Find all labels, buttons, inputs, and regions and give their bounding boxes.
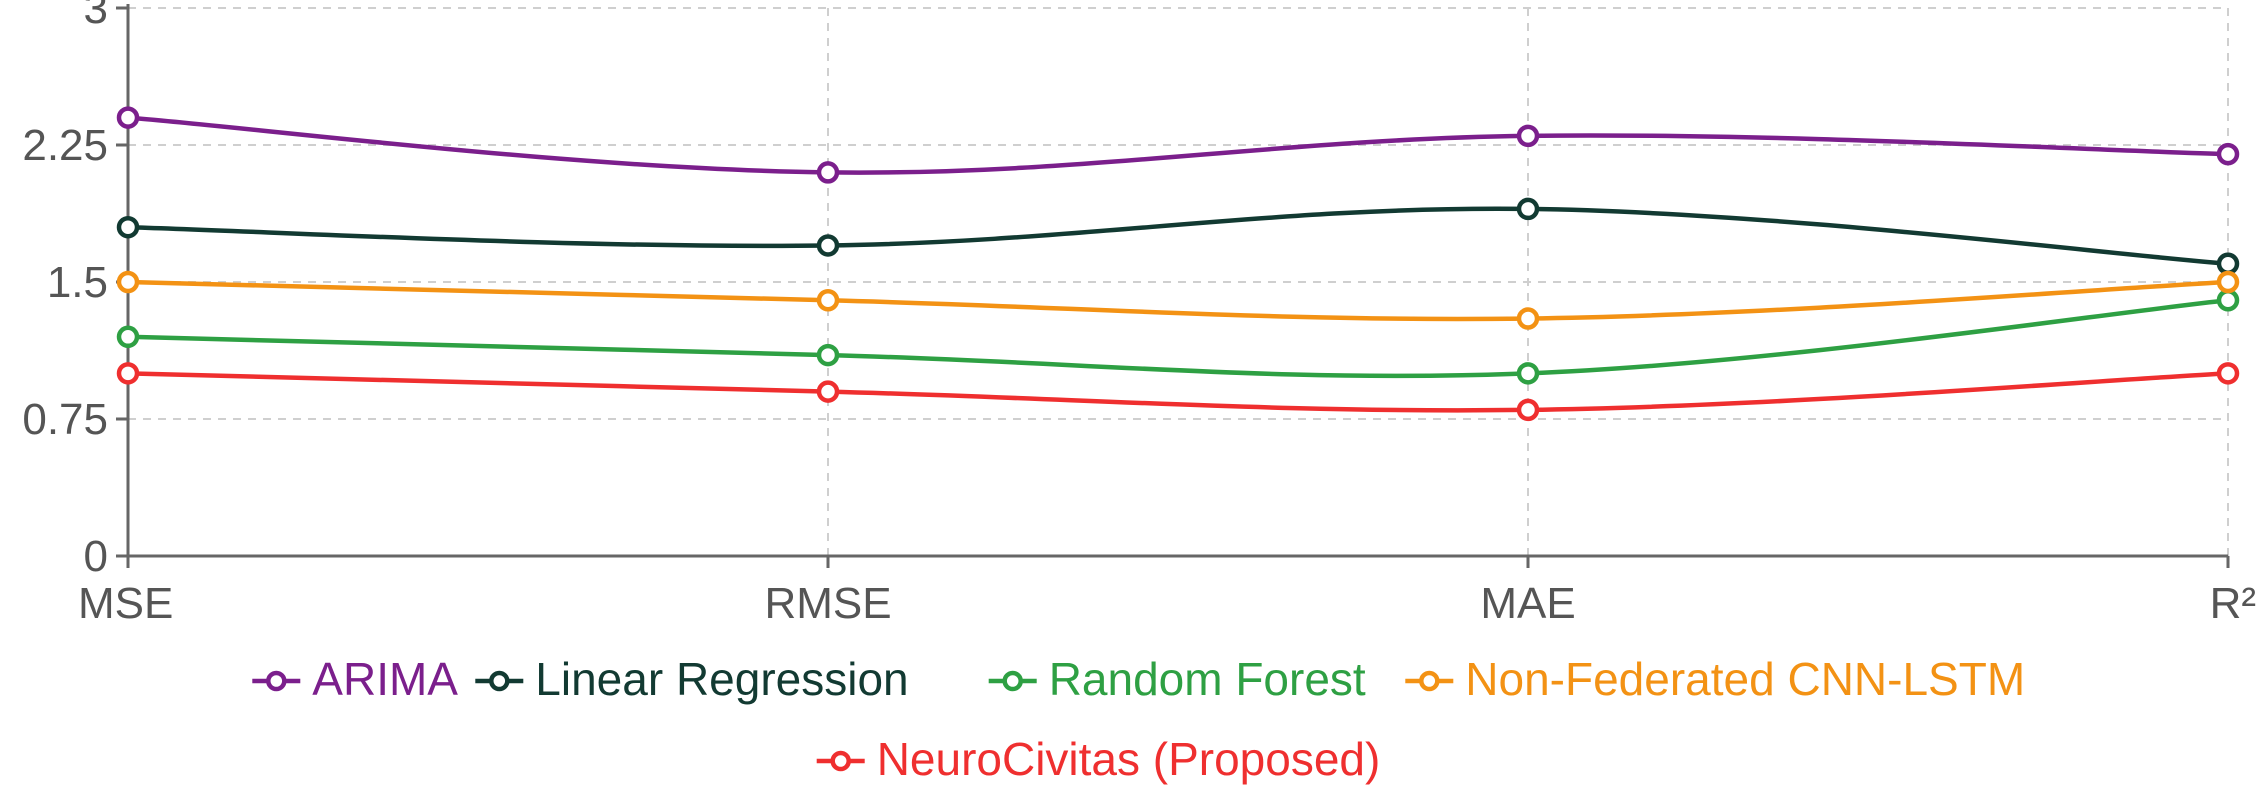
data-point-neurocivitas-proposed [116,362,140,385]
data-point-linear-regression [116,215,140,239]
data-point-linear-regression [816,234,840,257]
series-line-random-forest [127,298,2229,379]
legend-label: ARIMA [312,653,458,705]
data-point-neurocivitas-proposed [1516,398,1540,422]
data-point-non-federated-cnn-lstm [116,270,140,294]
data-point-neurocivitas-proposed [2216,362,2240,385]
series-line-neurocivitas-proposed [127,371,2229,413]
data-point-arima [2216,142,2240,166]
grid-lines [128,7,2229,556]
x-tick-label: MAE [1480,579,1575,628]
data-point-random-forest [116,325,140,349]
legend-swatch-marker [830,750,851,772]
data-point-non-federated-cnn-lstm [816,289,840,312]
data-point-arima [816,161,840,184]
x-tick-label: RMSE [764,579,891,628]
legend-swatch-marker [1002,670,1023,692]
y-tick-label: 0 [84,532,108,581]
y-tick-label: 3 [84,0,108,33]
data-point-non-federated-cnn-lstm [1516,307,1540,330]
y-tick-label: 0.75 [22,395,108,444]
data-point-random-forest [1516,362,1540,385]
legend: ARIMA Linear Regression Random Forest Non-F… [252,653,2025,785]
legend-label: Non-Federated CNN-LSTM [1465,653,2025,705]
x-tick-label: R² [2210,579,2256,628]
axes: 0 0.75 1.5 2.25 3 MSE RMSE MAE R² [22,0,2256,628]
series-line-non-federated-cnn-lstm [127,279,2229,322]
data-point-arima [1516,124,1540,148]
legend-swatch-marker [489,670,510,692]
y-tick-label: 2.25 [22,121,108,170]
y-tick-label: 1.5 [47,258,108,307]
data-point-arima [116,106,140,129]
series-group [116,106,2240,422]
x-tick-label: MSE [78,579,173,628]
legend-label: NeuroCivitas (Proposed) [877,733,1381,785]
series-line-linear-regression [127,206,2229,266]
legend-swatch-marker [266,670,287,692]
data-point-linear-regression [2216,252,2240,275]
legend-swatch-marker [1419,670,1440,692]
series-line-arima [127,115,2229,175]
data-point-non-federated-cnn-lstm [2216,270,2240,294]
data-point-random-forest [816,343,840,367]
data-point-random-forest [2216,289,2240,312]
legend-label: Linear Regression [535,653,908,705]
data-point-linear-regression [1516,197,1540,221]
data-point-neurocivitas-proposed [816,380,840,403]
legend-label: Random Forest [1049,653,1366,705]
